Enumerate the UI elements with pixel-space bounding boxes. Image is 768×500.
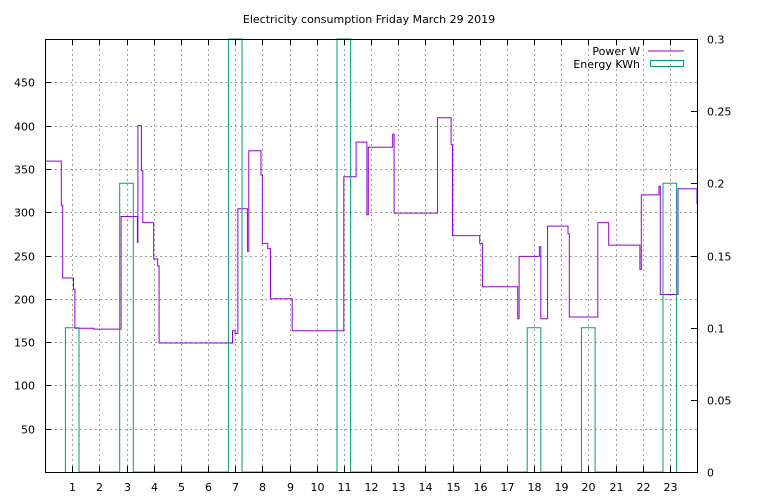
x-tick-label: 22 [637,481,651,494]
y2-tick-label: 0.05 [707,395,732,408]
x-tick-label: 19 [555,481,569,494]
x-tick-label: 3 [124,481,131,494]
x-tick-label: 5 [178,481,185,494]
series-power-line [45,117,698,344]
x-tick-label: 15 [447,481,461,494]
chart-title: Electricity consumption Friday March 29 … [243,13,495,26]
x-tick-label: 8 [259,481,266,494]
x-tick-label: 2 [96,481,103,494]
x-tick-label: 14 [419,481,433,494]
y-tick-label: 250 [14,251,35,264]
x-tick-label: 17 [501,481,515,494]
y-tick-label: 150 [14,337,35,350]
y2-tick-label: 0.2 [707,178,725,191]
x-tick-label: 10 [311,481,325,494]
y2-tick-label: 0.25 [707,106,732,119]
x-tick-label: 4 [151,481,158,494]
y2-tick-label: 0 [707,467,714,480]
y-tick-label: 100 [14,380,35,393]
x-tick-label: 21 [610,481,624,494]
y2-tick-label: 0.3 [707,34,725,47]
x-tick-label: 1 [69,481,76,494]
y2-tick-label: 0.1 [707,323,725,336]
legend-label-power: Power W [592,45,640,58]
y-tick-label: 400 [14,121,35,134]
legend-label-energy: Energy KWh [573,58,640,71]
grid [45,39,697,472]
x-tick-label: 13 [392,481,406,494]
x-tick-label: 7 [232,481,239,494]
x-tick-label: 6 [205,481,212,494]
y-tick-label: 50 [21,424,35,437]
x-tick-label: 12 [365,481,379,494]
x-tick-label: 20 [582,481,596,494]
y-tick-label: 200 [14,294,35,307]
legend-box-energy [650,60,684,67]
x-tick-label: 9 [287,481,294,494]
series-energy-line [64,38,678,473]
x-tick-label: 16 [474,481,488,494]
y2-tick-label: 0.15 [707,251,732,264]
x-tick-label: 18 [528,481,542,494]
x-tick-label: 11 [338,481,352,494]
x-tick-label: 23 [664,481,678,494]
ticks: 1 2 3 4 5 6 7 8 9 10 11 12 13 14 15 16 17 18 19 20 21 22 23501… [14,34,732,495]
y-tick-label: 300 [14,207,35,220]
legend: Power W Energy KWh [573,45,684,71]
y-tick-label: 350 [14,164,35,177]
y-tick-label: 450 [14,77,35,90]
